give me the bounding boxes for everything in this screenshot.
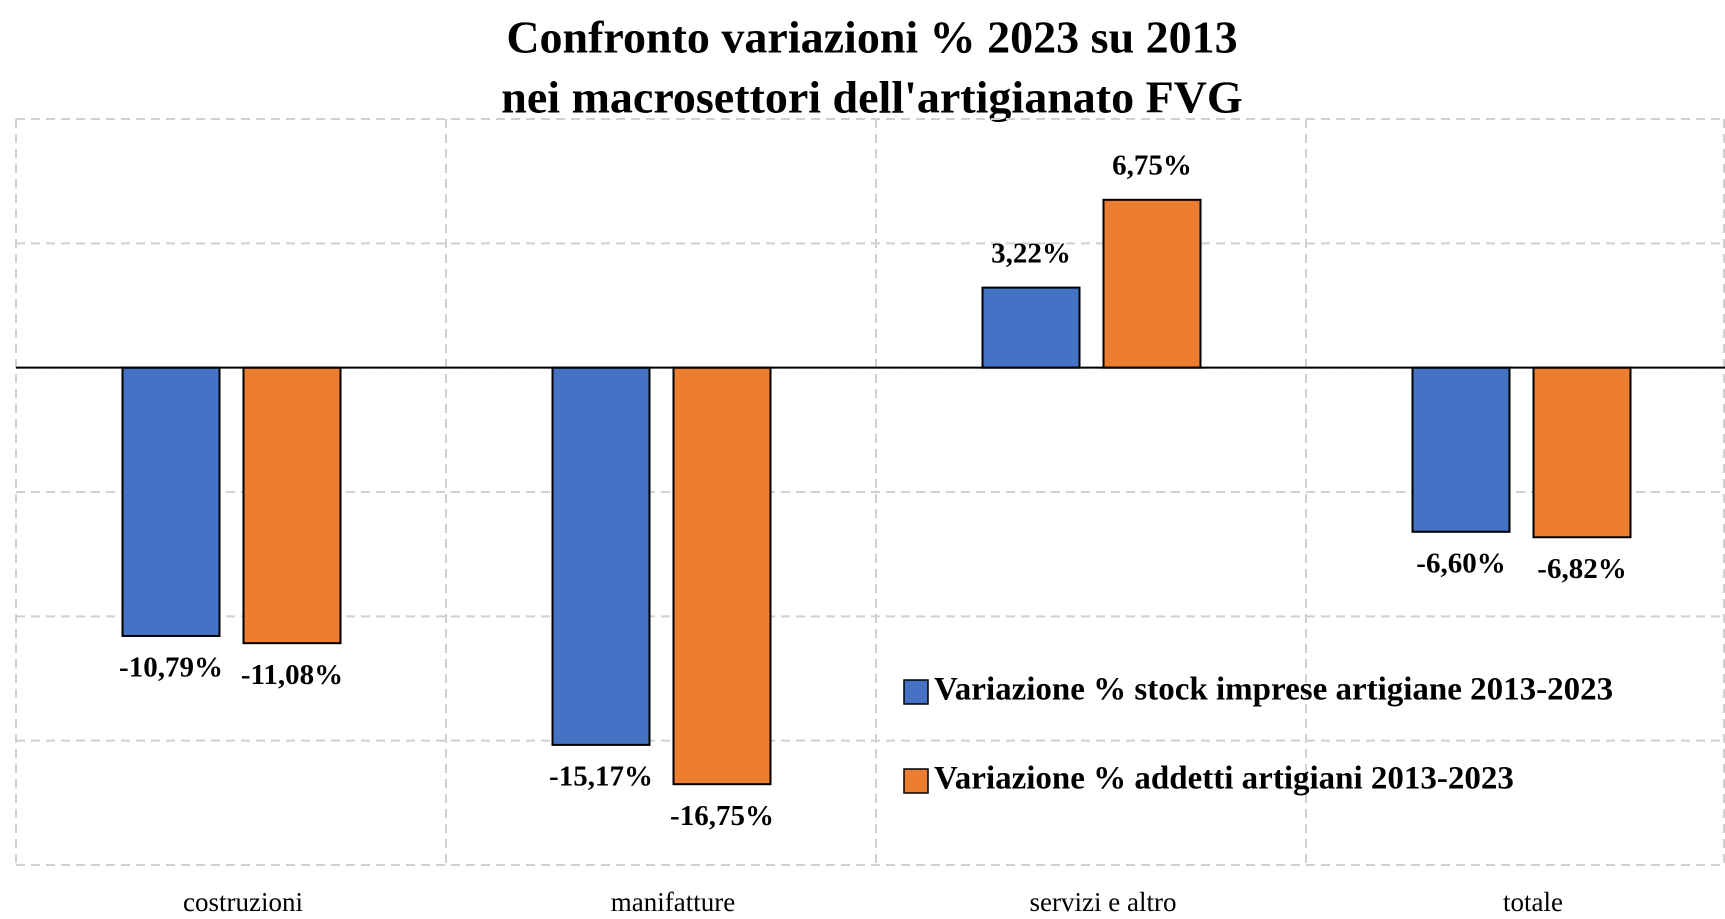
x-tick-label: costruzioni bbox=[183, 887, 303, 917]
data-label: -15,17% bbox=[549, 761, 653, 793]
bar bbox=[551, 366, 651, 746]
bar bbox=[121, 366, 221, 637]
bar bbox=[981, 286, 1081, 369]
chart-title: nei macrosettori dell'artigianato FVG bbox=[501, 72, 1242, 123]
legend-label: Variazione % stock imprese artigiane 201… bbox=[934, 672, 1613, 708]
legend-swatch bbox=[903, 679, 929, 705]
data-label: -6,82% bbox=[1537, 553, 1626, 585]
data-label: -10,79% bbox=[119, 652, 223, 684]
data-label: 3,22% bbox=[991, 237, 1071, 269]
data-label: -6,60% bbox=[1416, 547, 1505, 579]
legend-swatch bbox=[903, 768, 929, 794]
chart-title: Confronto variazioni % 2023 su 2013 bbox=[506, 12, 1237, 63]
bar bbox=[1532, 366, 1632, 539]
x-tick-label: servizi e altro bbox=[1030, 887, 1177, 917]
bar bbox=[1411, 366, 1511, 533]
legend-label: Variazione % addetti artigiani 2013-2023 bbox=[934, 761, 1514, 797]
x-tick-label: manifatture bbox=[611, 887, 735, 917]
bar bbox=[672, 366, 772, 786]
bar bbox=[242, 366, 342, 645]
data-label: 6,75% bbox=[1112, 149, 1192, 181]
data-label: -11,08% bbox=[241, 659, 343, 691]
x-tick-label: totale bbox=[1503, 887, 1563, 917]
data-label: -16,75% bbox=[670, 800, 774, 832]
bar bbox=[1102, 198, 1202, 369]
